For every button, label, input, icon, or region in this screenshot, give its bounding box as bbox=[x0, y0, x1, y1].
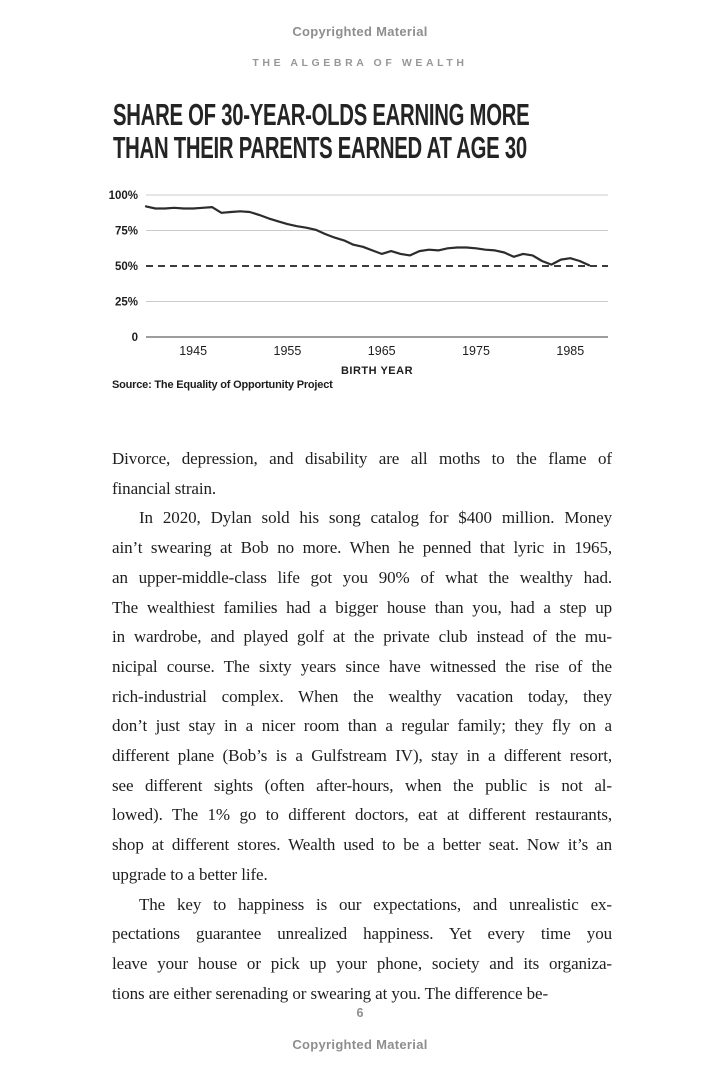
x-tick-label: 1945 bbox=[179, 344, 207, 358]
text-line: different plane (Bob’s is a Gulfstream I… bbox=[112, 746, 612, 766]
line-chart-canvas: 100% 75% 50% 25% 0 1945 1955 1965 1975 1985 BIRTH … bbox=[109, 190, 608, 377]
x-tick-label: 1955 bbox=[274, 344, 302, 358]
text-line: The wealthiest families had a bigger hou… bbox=[112, 597, 612, 617]
copyright-notice-top: Copyrighted Material bbox=[292, 24, 428, 39]
paragraph: In 2020, Dylan sold his song catalog for… bbox=[112, 503, 612, 889]
text-line: rich-industrial complex. When the wealth… bbox=[112, 686, 612, 706]
text-line: an upper-middle-class life got you 90% o… bbox=[112, 567, 612, 587]
chart-title-line-1: SHARE OF 30-YEAR-OLDS EARNING MORE bbox=[113, 97, 530, 132]
x-axis-title: BIRTH YEAR bbox=[341, 365, 413, 377]
text-line: pectations guarantee unrealized happines… bbox=[112, 924, 612, 944]
chart-line bbox=[144, 205, 591, 267]
page-number: 6 bbox=[356, 1006, 364, 1020]
text-line: upgrade to a better life. bbox=[112, 864, 268, 884]
x-tick-label: 1985 bbox=[556, 344, 584, 358]
text-line: The key to happiness is our expectations… bbox=[139, 894, 612, 914]
chart-title: SHARE OF 30-YEAR-OLDS EARNING MORE THAN … bbox=[113, 98, 720, 164]
text-line: see different sights (often after-hours,… bbox=[112, 775, 612, 795]
text-line: in wardrobe, and played golf at the priv… bbox=[112, 627, 612, 647]
chart-source: Source: The Equality of Opportunity Proj… bbox=[112, 379, 333, 391]
x-tick-label: 1965 bbox=[368, 344, 396, 358]
y-tick-label: 25% bbox=[115, 297, 138, 309]
text-line: tions are either serenading or swearing … bbox=[112, 983, 549, 1003]
body-text: Divorce, depression, and disability are … bbox=[112, 444, 612, 1008]
running-header: THE ALGEBRA OF WEALTH bbox=[252, 57, 468, 69]
text-line: leave your house or pick up your phone, … bbox=[112, 953, 612, 973]
chart-title-line-2: THAN THEIR PARENTS EARNED AT AGE 30 bbox=[113, 130, 527, 165]
y-tick-label: 50% bbox=[115, 261, 138, 273]
chart: 100% 75% 50% 25% 0 1945 1955 1965 1975 1985 BIRTH … bbox=[105, 186, 610, 378]
paragraph: The key to happiness is our expectations… bbox=[112, 890, 612, 1009]
text-line: In 2020, Dylan sold his song catalog for… bbox=[139, 508, 612, 528]
y-tick-label: 100% bbox=[109, 190, 138, 202]
x-tick-label: 1975 bbox=[462, 344, 490, 358]
text-line: shop at different stores. Wealth used to… bbox=[112, 835, 612, 855]
text-line: lowed). The 1% go to different doctors, … bbox=[112, 805, 612, 825]
text-line: financial strain. bbox=[112, 478, 217, 498]
y-tick-label: 0 bbox=[132, 332, 138, 344]
text-line: ain’t swearing at Bob no more. When he p… bbox=[112, 538, 612, 558]
text-line: Divorce, depression, and disability are … bbox=[112, 449, 612, 468]
copyright-notice-bottom: Copyrighted Material bbox=[292, 1037, 428, 1052]
y-tick-label: 75% bbox=[115, 226, 138, 238]
text-line: nicipal course. The sixty years since ha… bbox=[112, 656, 612, 676]
paragraph: Divorce, depression, and disability are … bbox=[112, 444, 612, 503]
text-line: don’t just stay in a nicer room than a r… bbox=[112, 716, 612, 736]
